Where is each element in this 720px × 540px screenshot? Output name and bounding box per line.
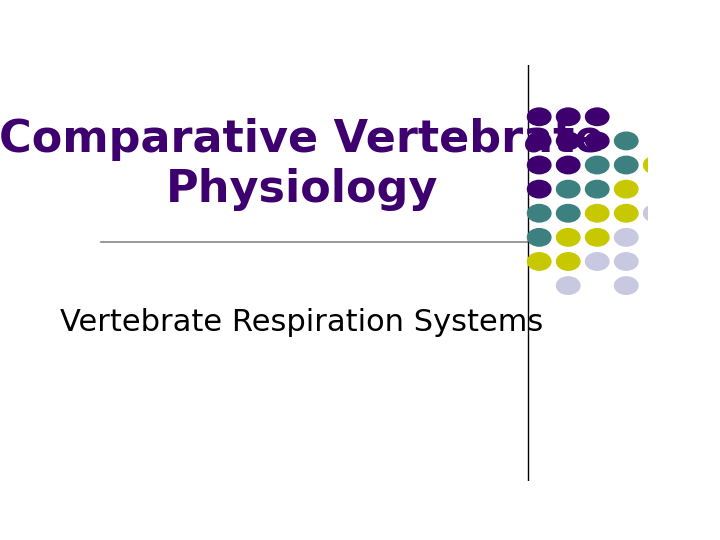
- Circle shape: [615, 132, 638, 150]
- Circle shape: [528, 228, 551, 246]
- Circle shape: [585, 180, 609, 198]
- Circle shape: [585, 156, 609, 174]
- Circle shape: [585, 108, 609, 125]
- Circle shape: [528, 253, 551, 270]
- Circle shape: [557, 228, 580, 246]
- Circle shape: [557, 205, 580, 222]
- Circle shape: [557, 156, 580, 174]
- Text: Vertebrate Respiration Systems: Vertebrate Respiration Systems: [60, 308, 544, 337]
- Circle shape: [557, 277, 580, 294]
- Circle shape: [615, 228, 638, 246]
- Circle shape: [528, 108, 551, 125]
- Circle shape: [557, 132, 580, 150]
- Circle shape: [644, 205, 667, 222]
- Circle shape: [615, 205, 638, 222]
- Circle shape: [557, 180, 580, 198]
- Circle shape: [557, 253, 580, 270]
- Circle shape: [528, 156, 551, 174]
- Circle shape: [528, 180, 551, 198]
- Text: Comparative Vertebrate
Physiology: Comparative Vertebrate Physiology: [0, 118, 605, 211]
- Circle shape: [615, 156, 638, 174]
- Circle shape: [585, 132, 609, 150]
- Circle shape: [557, 108, 580, 125]
- Circle shape: [615, 253, 638, 270]
- Circle shape: [585, 228, 609, 246]
- Circle shape: [615, 277, 638, 294]
- Circle shape: [585, 205, 609, 222]
- Circle shape: [528, 132, 551, 150]
- Circle shape: [615, 180, 638, 198]
- Circle shape: [528, 205, 551, 222]
- Circle shape: [644, 156, 667, 174]
- Circle shape: [585, 253, 609, 270]
